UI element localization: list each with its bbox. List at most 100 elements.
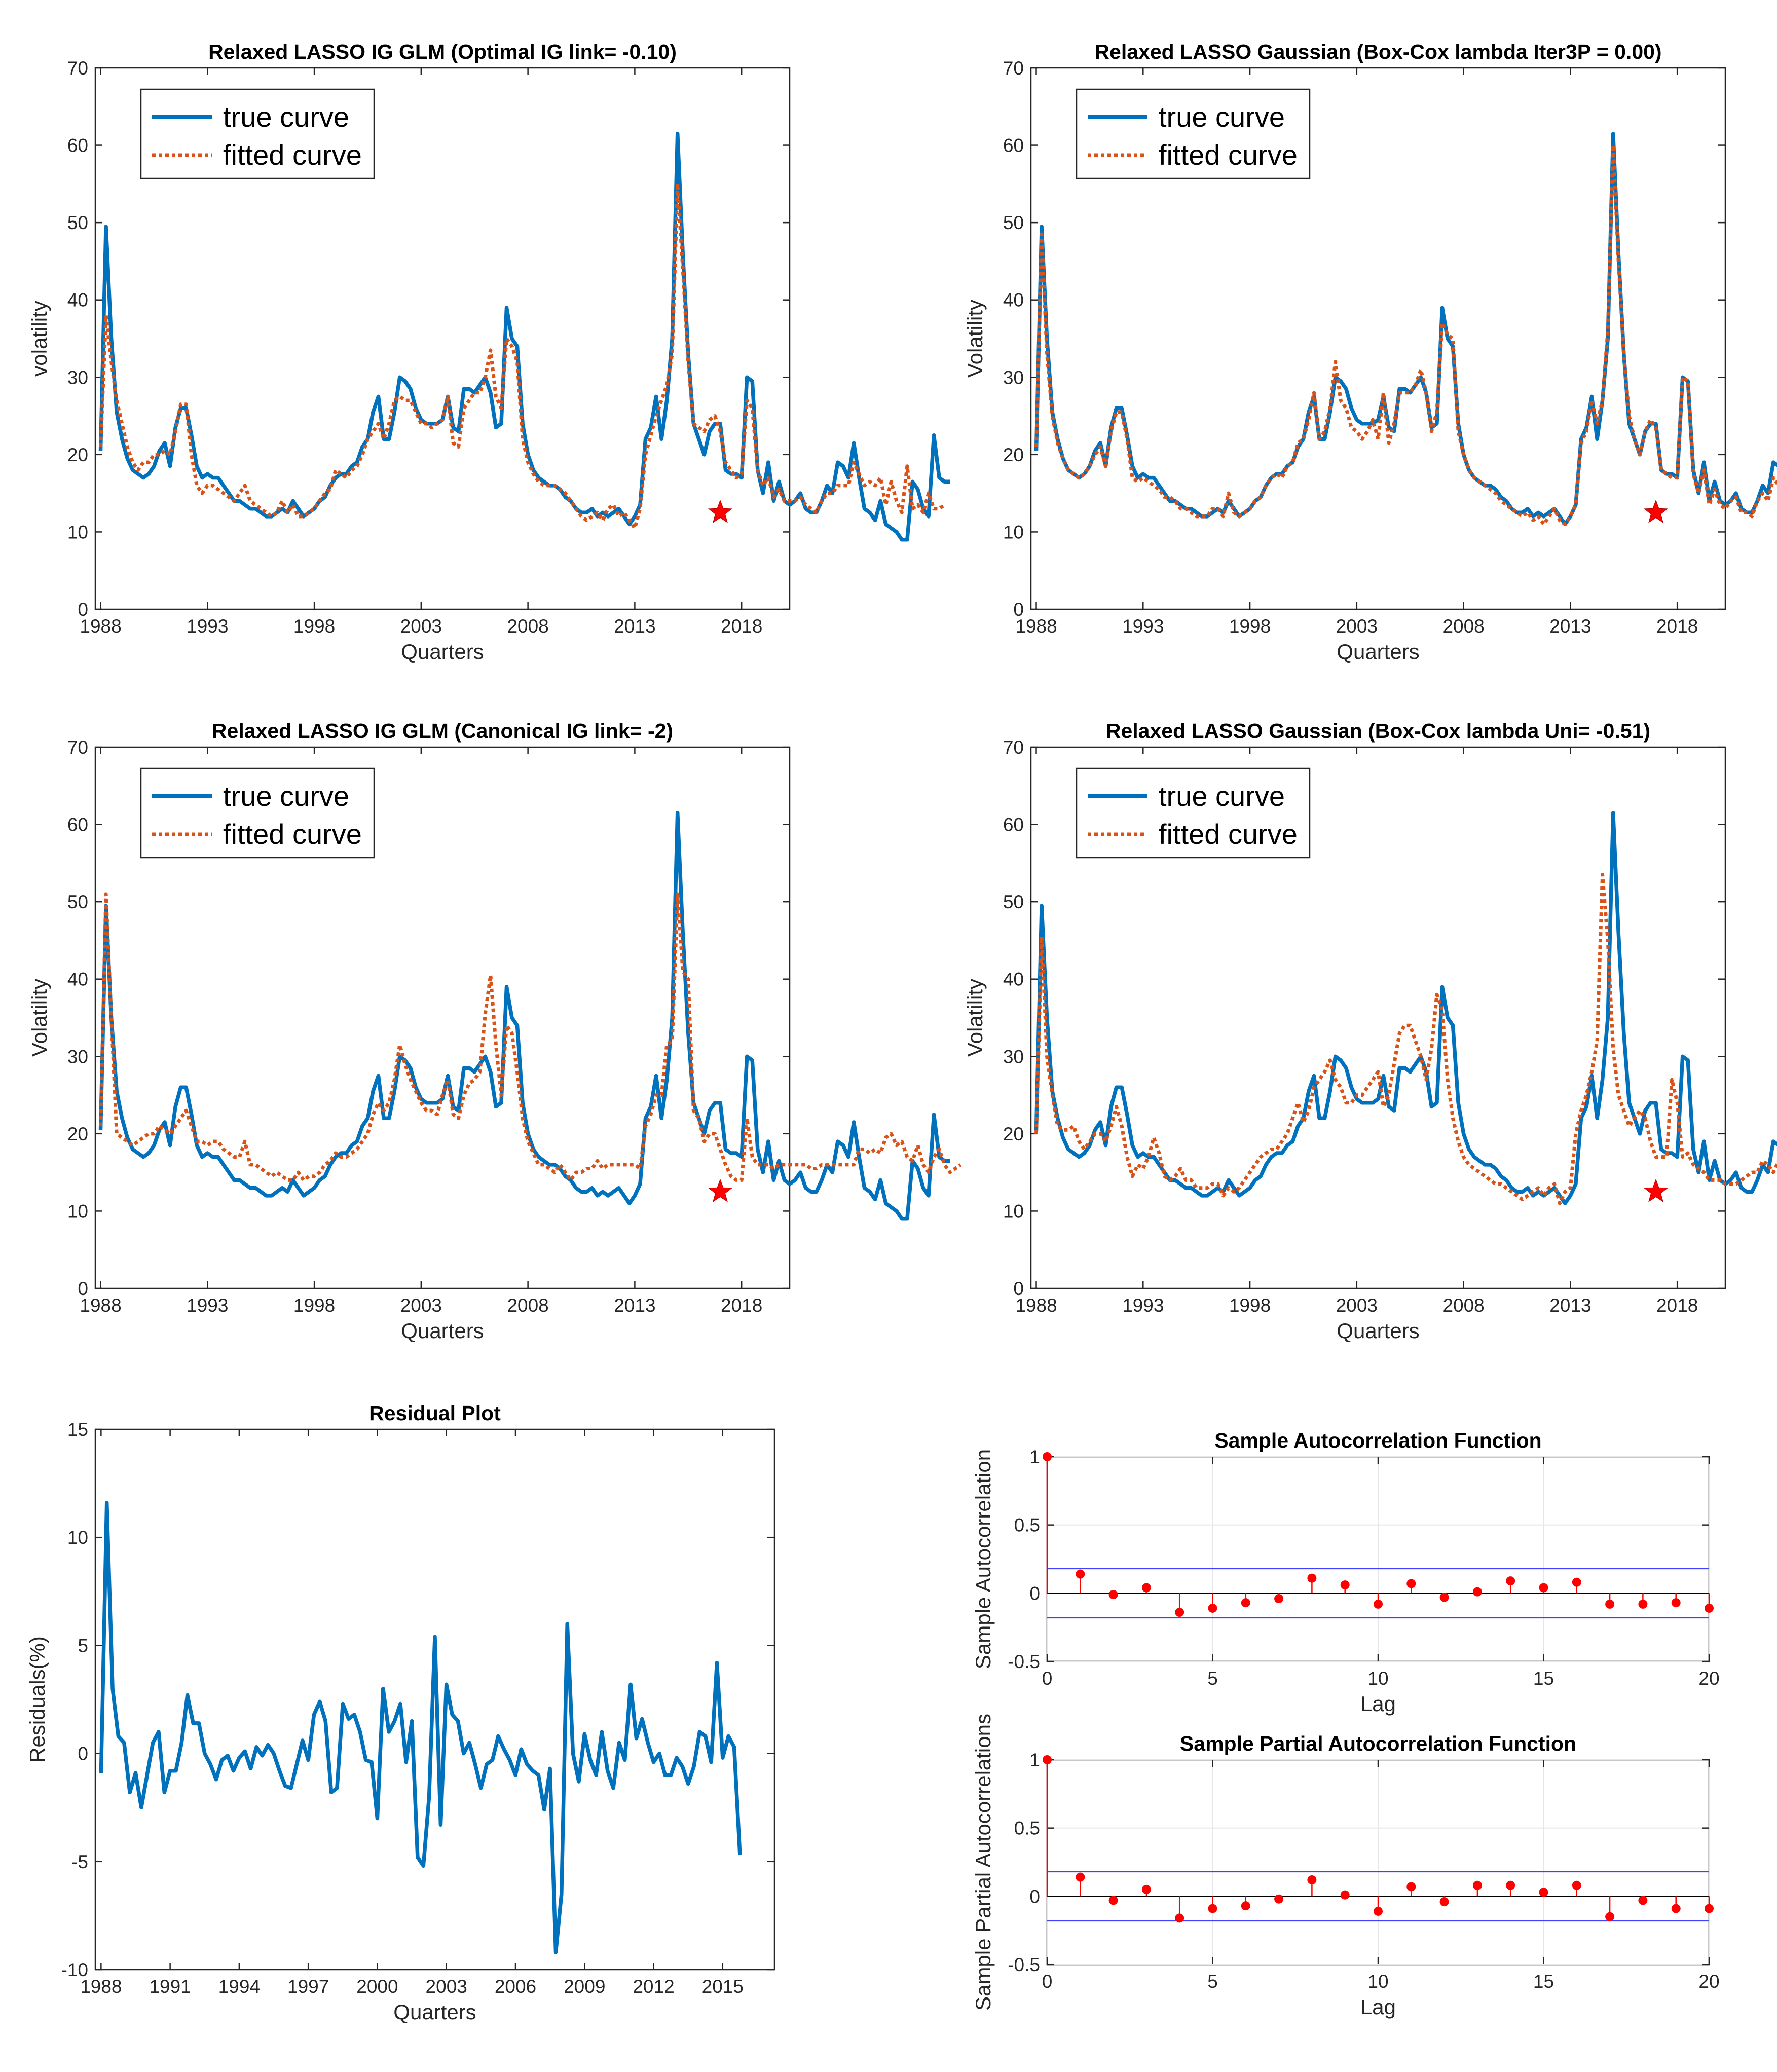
x-tick-label: 2018: [721, 616, 762, 637]
x-tick-label: 5: [1207, 1668, 1218, 1689]
y-tick-label: 0.5: [1014, 1515, 1040, 1536]
stem-marker: [1671, 1904, 1681, 1913]
true-curve-line: [98, 810, 950, 1221]
x-tick-label: 2000: [356, 1976, 398, 1997]
y-tick-label: -0.5: [1008, 1954, 1040, 1975]
x-tick-label: 10: [1367, 1971, 1388, 1992]
x-tick-label: 1993: [187, 1295, 228, 1316]
x-tick-label: 2015: [702, 1976, 744, 1997]
stem-marker: [1506, 1880, 1515, 1890]
legend-box: [1076, 767, 1311, 859]
x-tick-label: 2013: [614, 616, 655, 637]
y-tick-label: 70: [67, 58, 88, 79]
x-tick-label: 2013: [614, 1295, 655, 1316]
fitted-curve-line: [99, 182, 946, 530]
stem-marker: [1043, 1755, 1052, 1764]
stem-marker: [1472, 1587, 1482, 1597]
y-tick-label: 50: [1003, 212, 1024, 233]
y-axis-label: Residuals(%): [25, 1636, 49, 1763]
y-tick-label: 50: [1003, 892, 1024, 912]
chart-residual-plot: 1988 1991 1994 1997 2000 2003 2006 2009 2012 2015…: [25, 1401, 775, 2024]
stem-marker: [1439, 1897, 1449, 1907]
x-tick-label: 2003: [426, 1976, 467, 1997]
stem-marker: [1241, 1598, 1250, 1608]
x-tick-label: 2008: [507, 1295, 548, 1316]
stem-marker: [1076, 1569, 1085, 1579]
stem-marker: [1274, 1594, 1284, 1604]
x-axis-label: Lag: [1360, 1692, 1396, 1716]
y-tick-label: 1: [1029, 1750, 1040, 1770]
y-tick-label: 30: [67, 1046, 88, 1067]
stem-marker: [1108, 1896, 1118, 1905]
x-axis-label: Quarters: [401, 1319, 484, 1343]
x-tick-label: 2008: [1442, 616, 1484, 637]
chart-title: Sample Partial Autocorrelation Function: [1180, 1732, 1576, 1755]
x-tick-label: 20: [1698, 1971, 1719, 1992]
x-tick-label: 2012: [633, 1976, 674, 1997]
y-tick-label: 40: [1003, 969, 1024, 990]
stem-marker: [1671, 1598, 1681, 1608]
x-tick-label: 1991: [149, 1976, 191, 1997]
x-tick-label: 1998: [1229, 1295, 1271, 1316]
x-tick-label: 10: [1367, 1668, 1388, 1689]
chart-ig-canonical: 1988 1993 1998 2003 2008 2013 2018 0 10 20 30 40 50 6…: [27, 719, 962, 1343]
y-tick-label: 15: [67, 1419, 88, 1440]
y-tick-label: 40: [1003, 290, 1024, 311]
legend-label-true: true curve: [223, 101, 349, 133]
y-tick-label: 0: [78, 1278, 88, 1299]
y-tick-label: 0: [78, 1744, 88, 1764]
stem-marker: [1141, 1583, 1151, 1593]
y-axis-label: Volatility: [963, 300, 987, 378]
x-tick-label: 1988: [80, 1295, 121, 1316]
legend-box: [140, 767, 375, 859]
x-axis-label: Quarters: [393, 2000, 476, 2024]
y-axis-label: Volatility: [963, 979, 987, 1057]
stem-marker: [1175, 1913, 1184, 1923]
x-axis-label: Quarters: [1337, 1319, 1419, 1343]
x-tick-label: 2018: [1656, 1295, 1698, 1316]
fitted-curve-line: [1034, 873, 1777, 1205]
x-tick-label: 1988: [80, 616, 121, 637]
stem-marker: [1705, 1603, 1714, 1613]
stem-marker: [1208, 1603, 1217, 1613]
legend-box: [1076, 88, 1311, 179]
chart-title: Sample Autocorrelation Function: [1214, 1429, 1541, 1452]
y-tick-label: 70: [1003, 737, 1024, 758]
forecast-star-marker: [708, 499, 733, 523]
x-tick-label: 2003: [1336, 1295, 1378, 1316]
x-axis-label: Quarters: [1337, 640, 1419, 663]
y-tick-label: 60: [67, 135, 88, 156]
axes-box: [94, 1428, 775, 1971]
x-tick-label: 20: [1698, 1668, 1719, 1689]
stem-marker: [1472, 1880, 1482, 1890]
x-tick-label: 1988: [1015, 1295, 1057, 1316]
y-tick-label: 20: [67, 1124, 88, 1144]
stem-marker: [1572, 1577, 1581, 1587]
legend-label-fitted: fitted curve: [1159, 818, 1298, 850]
forecast-star-marker: [1643, 1178, 1669, 1202]
y-tick-label: 30: [1003, 1046, 1024, 1067]
stem-marker: [1605, 1912, 1615, 1921]
chart-gaussian-iter3p: 1988 1993 1998 2003 2008 2013 2018 0 10 20 30 40 50 6…: [963, 40, 1777, 663]
fitted-curve-line: [1034, 143, 1777, 526]
true-curve-line: [1034, 810, 1777, 1205]
y-tick-label: 5: [78, 1635, 88, 1656]
y-tick-label: 60: [67, 815, 88, 835]
y-tick-label: 1: [1029, 1447, 1040, 1467]
stem-marker: [1241, 1901, 1250, 1911]
stem-marker: [1274, 1894, 1284, 1904]
x-tick-label: 1993: [1122, 1295, 1164, 1316]
chart-title: Residual Plot: [369, 1401, 501, 1425]
y-tick-label: 0: [1013, 599, 1024, 620]
stem-marker: [1307, 1573, 1317, 1583]
x-tick-label: 2008: [507, 616, 548, 637]
stem-marker: [1076, 1872, 1085, 1882]
x-tick-label: 15: [1533, 1971, 1554, 1992]
legend-label-true: true curve: [1159, 780, 1285, 812]
chart-title: Relaxed LASSO Gaussian (Box-Cox lambda U…: [1106, 719, 1650, 743]
stem-marker: [1638, 1599, 1648, 1609]
legend-label-true: true curve: [1159, 101, 1285, 133]
y-axis-label: Volatility: [27, 979, 51, 1057]
